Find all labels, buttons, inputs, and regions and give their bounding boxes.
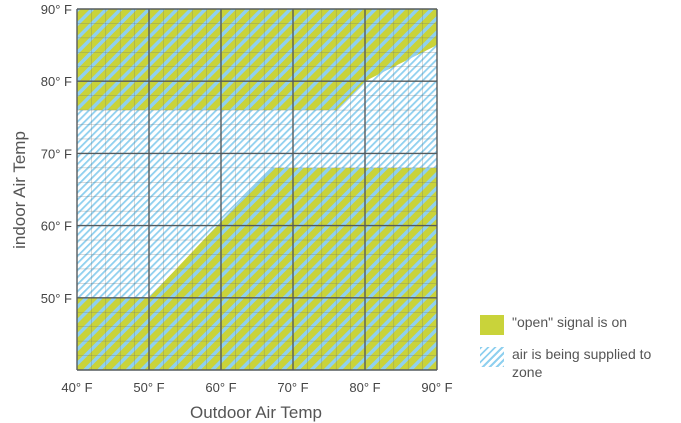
- x-tick-label: 50° F: [133, 380, 164, 395]
- y-tick-labels: 50° F 60° F 70° F 80° F 90° F: [41, 2, 72, 306]
- y-tick-label: 50° F: [41, 291, 72, 306]
- y-tick-label: 80° F: [41, 74, 72, 89]
- x-tick-label: 40° F: [61, 380, 92, 395]
- plot-area: [77, 9, 437, 370]
- x-tick-label: 90° F: [421, 380, 452, 395]
- legend: "open" signal is on air is being supplie…: [480, 313, 680, 391]
- region-open-signal-0: [77, 9, 437, 111]
- y-tick-label: 70° F: [41, 146, 72, 161]
- legend-item-open-signal: "open" signal is on: [480, 313, 680, 335]
- x-tick-labels: 40° F 50° F 60° F 70° F 80° F 90° F: [61, 380, 452, 395]
- grid: [76, 8, 438, 371]
- legend-label: air is being supplied to zone: [512, 346, 652, 380]
- x-tick-label: 60° F: [205, 380, 236, 395]
- x-tick-label: 70° F: [277, 380, 308, 395]
- legend-label: "open" signal is on: [512, 314, 628, 330]
- x-tick-label: 80° F: [349, 380, 380, 395]
- y-tick-label: 60° F: [41, 219, 72, 234]
- y-tick-label: 90° F: [41, 2, 72, 17]
- x-axis-title: Outdoor Air Temp: [190, 403, 322, 422]
- legend-swatch-blue: [480, 347, 504, 367]
- legend-item-air-supplied: air is being supplied to zone: [480, 345, 680, 381]
- legend-swatch-green: [480, 315, 504, 335]
- y-axis-title: indoor Air Temp: [10, 131, 29, 249]
